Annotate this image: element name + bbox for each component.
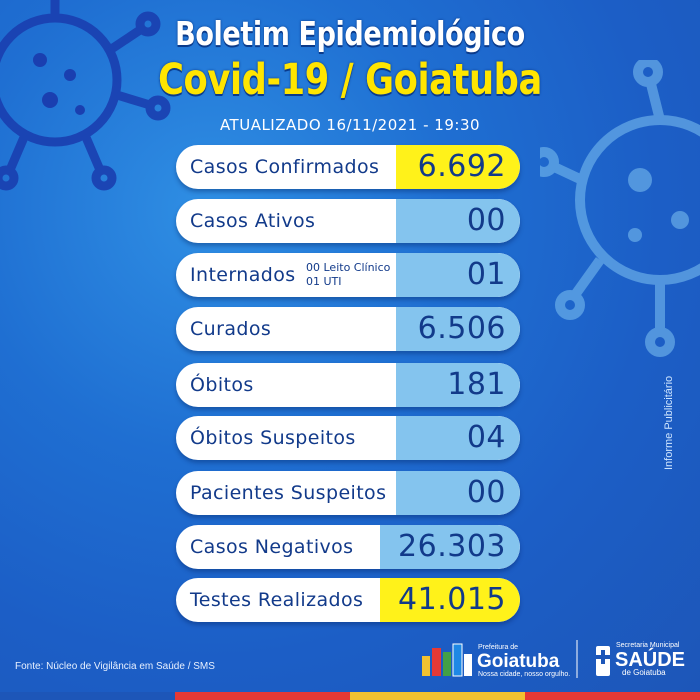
row-value: 6.692 <box>396 145 520 189</box>
row-label: Casos Ativos <box>190 210 316 232</box>
row-obitos: Óbitos 181 <box>176 363 520 407</box>
row-casos-ativos: Casos Ativos 00 <box>176 199 520 243</box>
saude-name: SAÚDE <box>615 647 685 671</box>
row-value: 00 <box>396 199 520 243</box>
row-obitos-suspeitos: Óbitos Suspeitos 04 <box>176 416 520 460</box>
row-value: 41.015 <box>380 578 520 622</box>
row-sublabel: 00 Leito Clínico 01 UTI <box>306 261 390 289</box>
saude-bottom: de Goiatuba <box>622 668 666 677</box>
row-value: 01 <box>396 253 520 297</box>
saude-top: Secretaria Municipal <box>616 642 680 649</box>
virus-icon <box>540 60 700 357</box>
row-internados: Internados 00 Leito Clínico 01 UTI 01 <box>176 253 520 297</box>
prefeitura-logo: Prefeitura de Goiatuba Nossa cidade, nos… <box>422 640 578 678</box>
row-label: Curados <box>190 318 272 340</box>
prefeitura-top: Prefeitura de <box>478 644 518 651</box>
row-value: 04 <box>396 416 520 460</box>
row-label: Testes Realizados <box>190 589 364 611</box>
row-value: 6.506 <box>396 307 520 351</box>
prefeitura-slogan: Nossa cidade, nosso orgulho. <box>478 671 570 678</box>
row-casos-confirmados: Casos Confirmados 6.692 <box>176 145 520 189</box>
row-value: 00 <box>396 471 520 515</box>
row-curados: Curados 6.506 <box>176 307 520 351</box>
row-pacientes-suspeitos: Pacientes Suspeitos 00 <box>176 471 520 515</box>
title-line1: Boletim Epidemiológico <box>175 14 525 53</box>
flag-stripe <box>0 692 700 700</box>
row-label: Casos Negativos <box>190 536 354 558</box>
saude-logo: Secretaria Municipal SAÚDE de Goiatuba <box>596 642 685 677</box>
row-testes-realizados: Testes Realizados 41.015 <box>176 578 520 622</box>
row-casos-negativos: Casos Negativos 26.303 <box>176 525 520 569</box>
informe-publicitario: Informe Publicitário <box>663 375 675 470</box>
row-label: Óbitos Suspeitos <box>190 427 356 449</box>
updated-timestamp: ATUALIZADO 16/11/2021 - 19:30 <box>219 116 481 134</box>
row-value: 181 <box>396 363 520 407</box>
row-value: 26.303 <box>380 525 520 569</box>
source-note: Fonte: Núcleo de Vigilância em Saúde / S… <box>15 661 215 672</box>
sublabel-leito: 00 Leito Clínico <box>306 261 391 274</box>
row-label: Pacientes Suspeitos <box>190 482 387 504</box>
row-label: Internados <box>190 264 296 286</box>
virus-icon <box>0 0 171 191</box>
title-line2: Covid-19 / Goiatuba <box>158 55 542 105</box>
prefeitura-name: Goiatuba <box>477 651 560 672</box>
row-label: Casos Confirmados <box>190 156 380 178</box>
sublabel-uti: 01 UTI <box>306 275 342 288</box>
row-label: Óbitos <box>190 374 254 396</box>
